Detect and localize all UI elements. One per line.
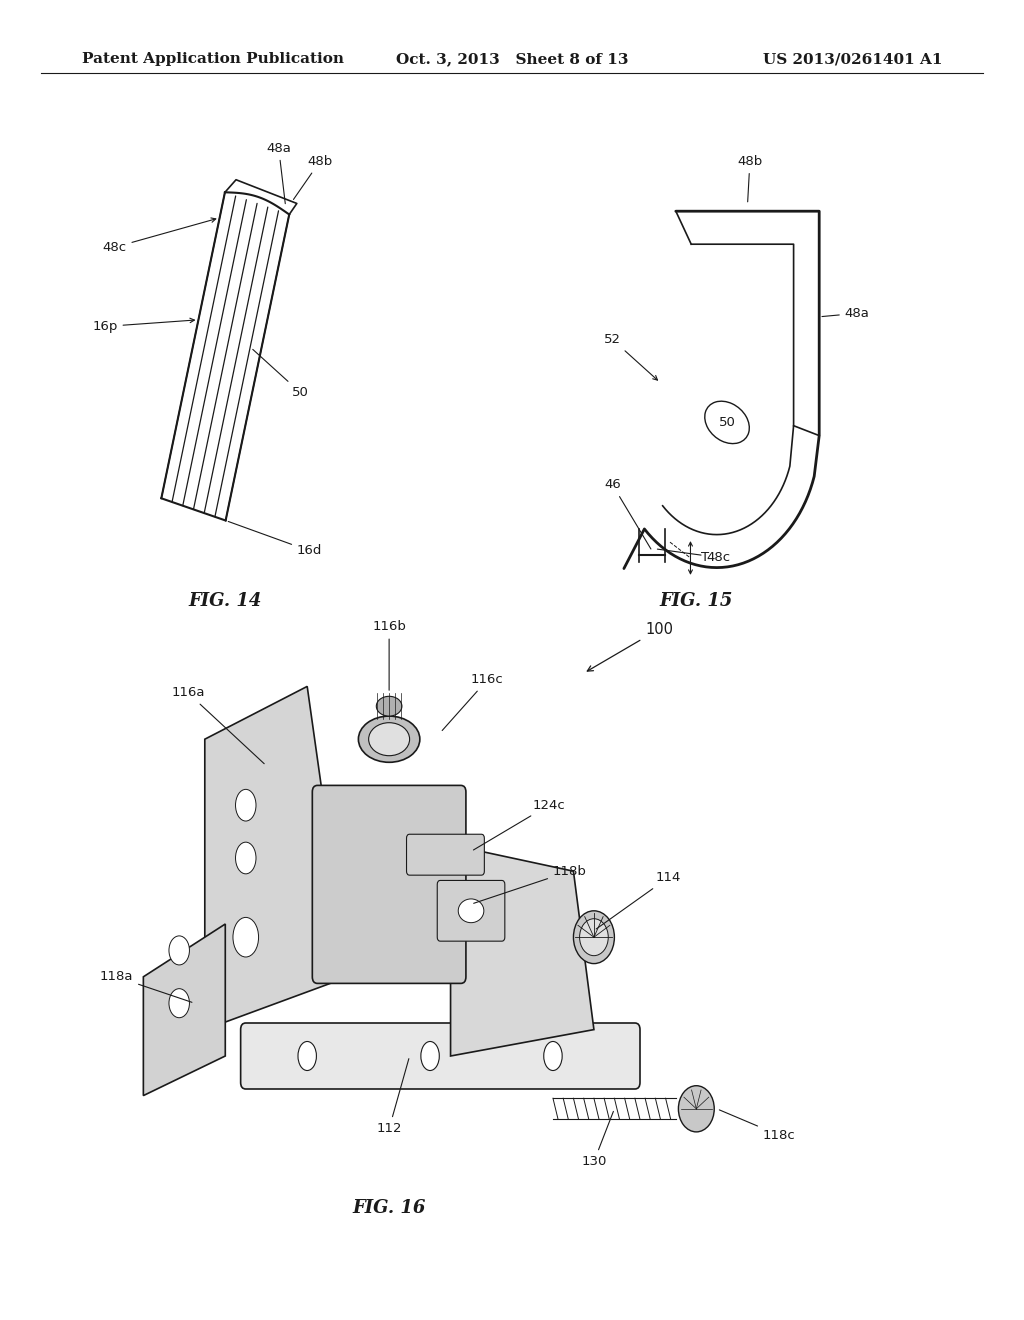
Text: 116c: 116c bbox=[442, 673, 504, 730]
Ellipse shape bbox=[369, 723, 410, 755]
Ellipse shape bbox=[358, 715, 420, 763]
Ellipse shape bbox=[298, 1041, 316, 1071]
Text: 16p: 16p bbox=[92, 318, 195, 333]
Ellipse shape bbox=[169, 989, 189, 1018]
Text: US 2013/0261401 A1: US 2013/0261401 A1 bbox=[763, 53, 942, 66]
Text: 118a: 118a bbox=[99, 970, 191, 1002]
Ellipse shape bbox=[236, 789, 256, 821]
Polygon shape bbox=[451, 845, 594, 1056]
Text: 46: 46 bbox=[604, 478, 651, 549]
Text: 52: 52 bbox=[604, 333, 657, 380]
Ellipse shape bbox=[232, 917, 258, 957]
Ellipse shape bbox=[679, 1085, 715, 1133]
Polygon shape bbox=[143, 924, 225, 1096]
Text: Patent Application Publication: Patent Application Publication bbox=[82, 53, 344, 66]
Text: 48a: 48a bbox=[266, 141, 291, 203]
Ellipse shape bbox=[458, 899, 483, 923]
FancyBboxPatch shape bbox=[407, 834, 484, 875]
FancyBboxPatch shape bbox=[437, 880, 505, 941]
Ellipse shape bbox=[573, 911, 614, 964]
Text: 124c: 124c bbox=[473, 799, 565, 850]
Text: FIG. 14: FIG. 14 bbox=[188, 591, 262, 610]
Ellipse shape bbox=[544, 1041, 562, 1071]
FancyBboxPatch shape bbox=[241, 1023, 640, 1089]
Ellipse shape bbox=[169, 936, 189, 965]
Text: 112: 112 bbox=[377, 1059, 409, 1135]
Ellipse shape bbox=[421, 1041, 439, 1071]
Text: 48b: 48b bbox=[294, 154, 333, 199]
Text: 48a: 48a bbox=[822, 306, 869, 319]
Text: Oct. 3, 2013   Sheet 8 of 13: Oct. 3, 2013 Sheet 8 of 13 bbox=[395, 53, 629, 66]
Text: 118c: 118c bbox=[719, 1110, 796, 1142]
Text: 118b: 118b bbox=[474, 865, 587, 903]
Text: 116b: 116b bbox=[372, 620, 407, 690]
Text: 50: 50 bbox=[253, 350, 308, 399]
Ellipse shape bbox=[580, 919, 608, 956]
Text: 50: 50 bbox=[719, 416, 735, 429]
Text: 114: 114 bbox=[596, 871, 681, 929]
Polygon shape bbox=[205, 686, 348, 1030]
Text: 130: 130 bbox=[582, 1111, 613, 1168]
Ellipse shape bbox=[236, 842, 256, 874]
Text: 48c: 48c bbox=[657, 549, 731, 564]
Ellipse shape bbox=[377, 697, 402, 715]
Text: 116a: 116a bbox=[171, 686, 264, 764]
Text: FIG. 16: FIG. 16 bbox=[352, 1199, 426, 1217]
Text: 48b: 48b bbox=[737, 154, 763, 202]
Text: 100: 100 bbox=[588, 622, 673, 671]
Text: FIG. 15: FIG. 15 bbox=[659, 591, 733, 610]
Text: 48c: 48c bbox=[102, 218, 216, 253]
FancyBboxPatch shape bbox=[312, 785, 466, 983]
Text: 16d: 16d bbox=[228, 521, 323, 557]
Text: T: T bbox=[700, 552, 709, 565]
